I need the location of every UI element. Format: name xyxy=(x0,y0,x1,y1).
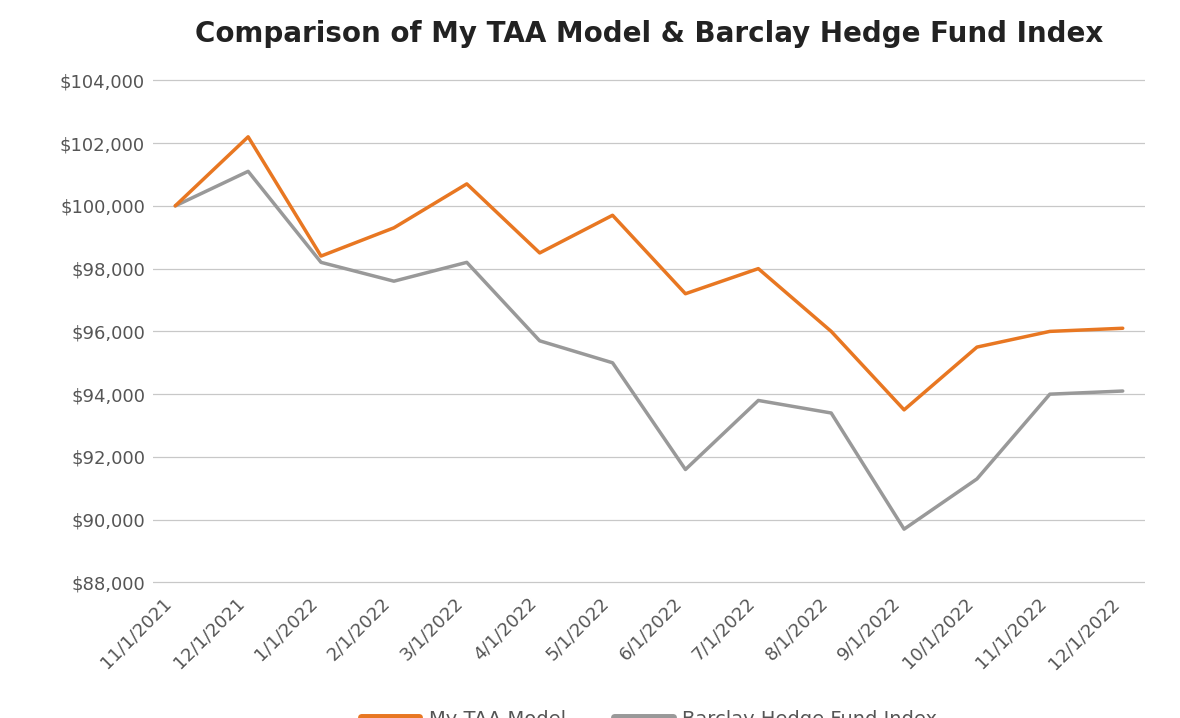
Barclay Hedge Fund Index xyxy=(752,396,766,405)
Barclay Hedge Fund Index xyxy=(460,258,474,266)
My TAA Model xyxy=(314,252,328,261)
Barclay Hedge Fund Index xyxy=(1115,387,1129,396)
My TAA Model xyxy=(897,406,911,414)
Barclay Hedge Fund Index xyxy=(605,358,620,367)
My TAA Model xyxy=(824,327,838,336)
Barclay Hedge Fund Index xyxy=(532,337,546,345)
Line: Barclay Hedge Fund Index: Barclay Hedge Fund Index xyxy=(176,172,1122,529)
Barclay Hedge Fund Index xyxy=(314,258,328,266)
Barclay Hedge Fund Index xyxy=(1043,390,1057,398)
My TAA Model xyxy=(678,289,693,298)
My TAA Model xyxy=(1043,327,1057,336)
My TAA Model xyxy=(605,211,620,220)
My TAA Model xyxy=(460,180,474,188)
My TAA Model xyxy=(1115,324,1129,332)
My TAA Model xyxy=(241,133,255,141)
Barclay Hedge Fund Index xyxy=(970,475,984,483)
Legend: My TAA Model, Barclay Hedge Fund Index: My TAA Model, Barclay Hedge Fund Index xyxy=(353,701,945,718)
My TAA Model xyxy=(970,342,984,351)
My TAA Model xyxy=(387,223,401,232)
Barclay Hedge Fund Index xyxy=(897,525,911,533)
Barclay Hedge Fund Index xyxy=(241,167,255,176)
Barclay Hedge Fund Index xyxy=(387,277,401,286)
Title: Comparison of My TAA Model & Barclay Hedge Fund Index: Comparison of My TAA Model & Barclay Hed… xyxy=(195,20,1103,48)
My TAA Model xyxy=(169,202,183,210)
My TAA Model xyxy=(532,248,546,257)
Barclay Hedge Fund Index xyxy=(678,465,693,474)
Barclay Hedge Fund Index xyxy=(169,202,183,210)
My TAA Model xyxy=(752,264,766,273)
Line: My TAA Model: My TAA Model xyxy=(176,137,1122,410)
Barclay Hedge Fund Index xyxy=(824,409,838,417)
